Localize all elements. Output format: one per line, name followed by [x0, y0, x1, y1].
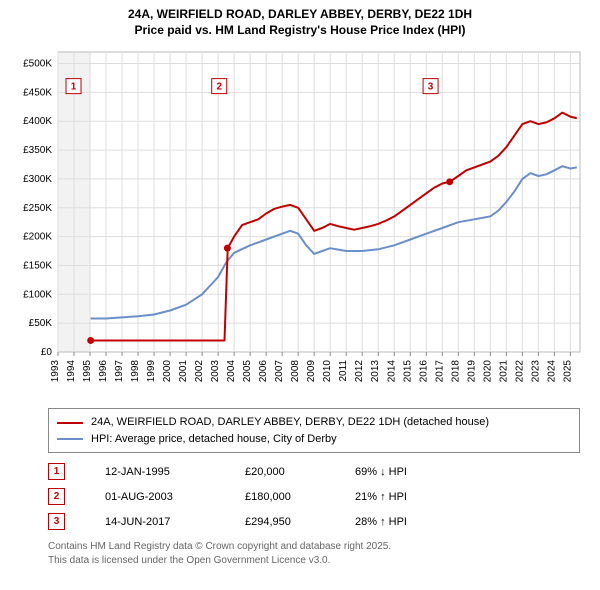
svg-text:1999: 1999 [146, 360, 157, 383]
marker-number-box: 3 [48, 513, 65, 530]
legend: 24A, WEIRFIELD ROAD, DARLEY ABBEY, DERBY… [48, 408, 580, 453]
svg-text:2000: 2000 [162, 360, 173, 383]
marker-price: £180,000 [245, 491, 315, 503]
svg-text:2016: 2016 [418, 360, 429, 383]
svg-text:£250K: £250K [23, 203, 52, 214]
legend-swatch [57, 438, 83, 440]
marker-number-box: 1 [48, 463, 65, 480]
svg-text:2013: 2013 [370, 360, 381, 383]
svg-text:2003: 2003 [210, 360, 221, 383]
svg-text:2: 2 [216, 82, 222, 93]
legend-row: HPI: Average price, detached house, City… [57, 431, 571, 448]
svg-text:2005: 2005 [242, 360, 253, 383]
legend-row: 24A, WEIRFIELD ROAD, DARLEY ABBEY, DERBY… [57, 414, 571, 431]
svg-text:£450K: £450K [23, 88, 52, 99]
footer-attribution: Contains HM Land Registry data © Crown c… [48, 540, 580, 567]
svg-text:2020: 2020 [482, 360, 493, 383]
svg-text:2001: 2001 [178, 360, 189, 383]
legend-label: 24A, WEIRFIELD ROAD, DARLEY ABBEY, DERBY… [91, 414, 489, 431]
chart-container: 24A, WEIRFIELD ROAD, DARLEY ABBEY, DERBY… [0, 0, 600, 567]
title-block: 24A, WEIRFIELD ROAD, DARLEY ABBEY, DERBY… [0, 0, 600, 42]
svg-text:1997: 1997 [114, 360, 125, 383]
svg-text:1996: 1996 [98, 360, 109, 383]
title-line-1: 24A, WEIRFIELD ROAD, DARLEY ABBEY, DERBY… [8, 6, 592, 22]
svg-text:2018: 2018 [450, 360, 461, 383]
svg-text:£200K: £200K [23, 232, 52, 243]
svg-text:£0: £0 [41, 347, 53, 358]
marker-price: £20,000 [245, 466, 315, 478]
marker-date: 14-JUN-2017 [105, 516, 205, 528]
marker-table: 1 12-JAN-1995 £20,000 69% ↓ HPI 2 01-AUG-2003… [48, 459, 580, 534]
svg-text:2007: 2007 [274, 360, 285, 383]
marker-price: £294,950 [245, 516, 315, 528]
svg-text:2021: 2021 [498, 360, 509, 383]
marker-date: 12-JAN-1995 [105, 466, 205, 478]
svg-text:2004: 2004 [226, 360, 237, 383]
svg-text:2015: 2015 [402, 360, 413, 383]
marker-delta: 21% ↑ HPI [355, 491, 407, 503]
svg-text:2010: 2010 [322, 360, 333, 383]
svg-text:2017: 2017 [434, 360, 445, 383]
title-line-2: Price paid vs. HM Land Registry's House … [8, 22, 592, 38]
svg-text:1: 1 [71, 82, 77, 93]
svg-text:1993: 1993 [50, 360, 61, 383]
svg-text:£350K: £350K [23, 145, 52, 156]
marker-date: 01-AUG-2003 [105, 491, 205, 503]
svg-text:2012: 2012 [354, 360, 365, 383]
svg-text:£400K: £400K [23, 117, 52, 128]
svg-text:£500K: £500K [23, 59, 52, 70]
svg-text:£300K: £300K [23, 174, 52, 185]
svg-text:2014: 2014 [386, 360, 397, 383]
svg-text:2011: 2011 [338, 360, 349, 382]
svg-text:2008: 2008 [290, 360, 301, 383]
svg-text:£150K: £150K [23, 261, 52, 272]
svg-text:£100K: £100K [23, 290, 52, 301]
marker-row: 3 14-JUN-2017 £294,950 28% ↑ HPI [48, 509, 580, 534]
footer-line-2: This data is licensed under the Open Gov… [48, 554, 580, 568]
svg-text:2025: 2025 [562, 360, 573, 383]
svg-text:2006: 2006 [258, 360, 269, 383]
marker-delta: 69% ↓ HPI [355, 466, 407, 478]
marker-row: 2 01-AUG-2003 £180,000 21% ↑ HPI [48, 484, 580, 509]
svg-text:2023: 2023 [530, 360, 541, 383]
svg-text:2019: 2019 [466, 360, 477, 383]
svg-text:3: 3 [428, 82, 434, 93]
footer-line-1: Contains HM Land Registry data © Crown c… [48, 540, 580, 554]
chart-svg: £0 £50K £100K £150K £200K £250K £300K £350K £400… [10, 42, 590, 402]
svg-text:1995: 1995 [82, 360, 93, 383]
svg-text:1994: 1994 [66, 360, 77, 383]
svg-text:2022: 2022 [514, 360, 525, 383]
chart-area: £0 £50K £100K £150K £200K £250K £300K £350K £400… [10, 42, 590, 402]
marker-delta: 28% ↑ HPI [355, 516, 407, 528]
marker-row: 1 12-JAN-1995 £20,000 69% ↓ HPI [48, 459, 580, 484]
svg-text:2024: 2024 [546, 360, 557, 383]
legend-swatch [57, 422, 83, 424]
legend-label: HPI: Average price, detached house, City… [91, 431, 337, 448]
svg-text:1998: 1998 [130, 360, 141, 383]
marker-number-box: 2 [48, 488, 65, 505]
svg-text:2002: 2002 [194, 360, 205, 383]
svg-text:2009: 2009 [306, 360, 317, 383]
svg-text:£50K: £50K [29, 319, 53, 330]
